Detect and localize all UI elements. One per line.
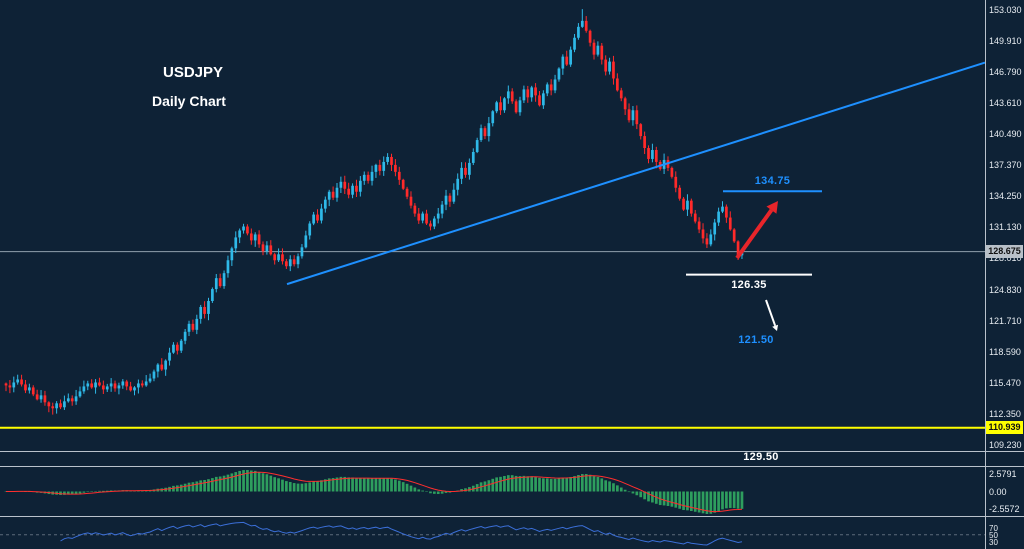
candlesticks [4,9,744,415]
support-price-label: 126.35 [731,278,767,291]
macd-signal-line [6,471,743,513]
down-arrow [765,299,777,327]
oscillator-line [60,521,743,546]
up-arrow [735,208,774,260]
down-arrow-head [772,324,779,331]
level-129-50-label: 129.50 [743,451,779,463]
target-price-label: 121.50 [738,334,774,346]
macd-histogram [4,470,744,514]
symbol-title: USDJPY [163,64,224,81]
timeframe-title: Daily Chart [152,93,226,109]
resistance-price-label: 134.75 [754,175,791,188]
current-price-badge: 128.675 [986,244,1023,258]
yellow-level-badge: 110.939 [986,420,1023,434]
up-arrow-head [766,201,778,214]
ascending-trendline[interactable] [286,61,986,286]
